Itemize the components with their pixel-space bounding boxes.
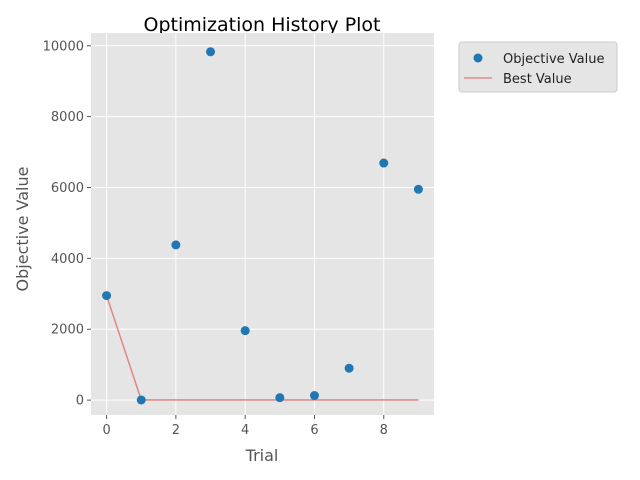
x-tick-label: 6 xyxy=(310,423,318,438)
objective-value-point xyxy=(344,363,354,373)
y-tick-label: 10000 xyxy=(43,39,84,54)
x-tick-label: 0 xyxy=(102,423,110,438)
x-tick-label: 4 xyxy=(241,423,249,438)
y-tick-label: 6000 xyxy=(51,181,84,196)
objective-value-point xyxy=(240,326,250,336)
objective-value-point xyxy=(309,391,319,401)
legend-box xyxy=(458,41,618,93)
objective-value-point xyxy=(136,395,146,405)
y-tick-label: 2000 xyxy=(51,323,84,338)
best-value-line xyxy=(105,295,419,401)
x-axis-title: Trial xyxy=(245,446,279,465)
plot-area xyxy=(91,33,434,415)
objective-value-point xyxy=(379,158,389,168)
legend: Objective Value Best Value xyxy=(458,41,618,93)
objective-value-point xyxy=(171,240,181,250)
legend-marker-objective-value xyxy=(473,53,483,63)
x-tick-label: 8 xyxy=(380,423,388,438)
y-tick-label: 0 xyxy=(76,394,84,409)
y-tick-label: 8000 xyxy=(51,110,84,125)
y-axis-title: Objective Value xyxy=(13,167,32,292)
objective-value-point xyxy=(206,47,216,57)
chart-title: Optimization History Plot xyxy=(143,14,380,36)
legend-label-best-value: Best Value xyxy=(503,72,572,87)
legend-label-objective-value: Objective Value xyxy=(503,52,604,67)
objective-value-point xyxy=(275,393,285,403)
marks xyxy=(102,47,423,405)
x-tick-label: 2 xyxy=(172,423,180,438)
y-tick-label: 4000 xyxy=(51,252,84,267)
objective-value-point xyxy=(102,291,112,301)
y-axis: 0 2000 4000 6000 8000 10000 xyxy=(43,39,91,409)
objective-value-point xyxy=(413,184,423,194)
x-axis: 0 2 4 6 8 xyxy=(102,415,388,438)
